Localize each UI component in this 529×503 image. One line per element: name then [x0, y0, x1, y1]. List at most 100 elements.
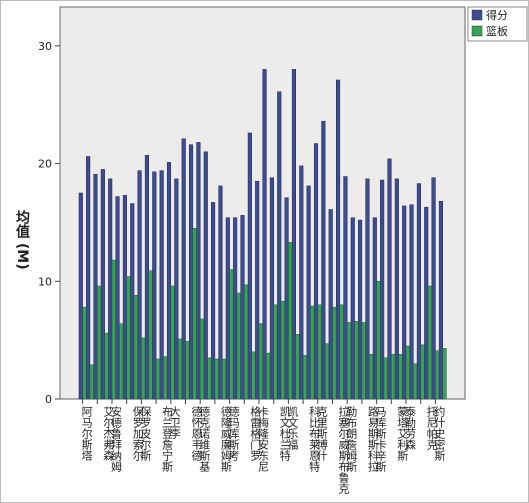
bar	[310, 305, 315, 400]
y-tick-label: 30	[38, 40, 52, 53]
bar	[185, 341, 190, 400]
bar	[358, 219, 363, 400]
bar	[431, 177, 436, 400]
legend-label: 得分	[486, 9, 508, 22]
bar	[236, 292, 241, 400]
bar	[244, 284, 249, 400]
bar	[258, 323, 263, 400]
bar	[317, 304, 322, 400]
bar	[339, 304, 344, 400]
bar	[413, 363, 418, 400]
bar	[416, 183, 421, 400]
bar	[207, 357, 212, 400]
x-tick-label: 德玛库斯考	[227, 405, 240, 462]
bar	[166, 162, 172, 400]
bar	[402, 205, 407, 400]
bar	[427, 285, 432, 400]
bar	[280, 301, 285, 400]
bar	[405, 345, 410, 400]
bar	[192, 228, 197, 400]
bar	[133, 295, 138, 400]
bar	[324, 343, 329, 400]
bar	[269, 177, 274, 400]
bar	[383, 357, 388, 400]
bar	[152, 171, 157, 400]
x-tick-label: 布兰登詹宁斯	[161, 406, 174, 473]
bar	[380, 179, 385, 400]
legend-swatch	[471, 25, 483, 37]
bar	[130, 203, 135, 400]
x-tick-label: 泰勒劳森	[404, 405, 417, 451]
bar	[115, 196, 120, 400]
bar	[148, 270, 153, 400]
bar	[159, 170, 164, 400]
x-tick-label: 托尼帕克	[425, 405, 438, 450]
bar	[442, 348, 447, 400]
bar	[299, 165, 304, 400]
bar	[104, 332, 109, 400]
bar	[89, 364, 94, 400]
bar	[394, 178, 399, 400]
bar	[336, 79, 341, 400]
bar	[177, 338, 182, 400]
x-tick-label: 凯文乐福	[286, 406, 299, 451]
x-tick-label: 德怀恩韦德	[190, 405, 203, 462]
bar	[137, 170, 142, 400]
bar	[122, 195, 127, 400]
bar	[328, 209, 333, 400]
bar	[262, 69, 267, 400]
bar	[78, 192, 83, 400]
bar	[409, 204, 414, 400]
bar	[82, 306, 87, 400]
bar	[174, 178, 179, 400]
bar	[119, 323, 124, 400]
bar	[170, 285, 175, 400]
x-tick-label: 德隆威廉姆斯	[219, 405, 232, 473]
bar	[420, 344, 425, 400]
y-tick-label: 10	[38, 275, 52, 288]
x-tick-label: 勒布朗詹姆斯	[345, 406, 358, 473]
y-axis-label: 均值 (M)	[14, 209, 30, 269]
bar	[398, 354, 403, 400]
bar	[376, 281, 381, 400]
x-tick-label: 约什史密斯	[433, 406, 446, 462]
bar	[266, 352, 271, 400]
bar	[203, 151, 208, 400]
bar	[199, 318, 205, 400]
x-tick-label: 保罗皮尔斯	[139, 405, 152, 462]
bar	[306, 185, 311, 400]
bar	[313, 143, 319, 400]
bar	[295, 334, 300, 400]
bar	[155, 358, 160, 400]
bar	[247, 132, 252, 400]
bar	[108, 178, 113, 400]
bar	[391, 354, 396, 400]
bar	[284, 197, 289, 400]
bar	[387, 158, 392, 400]
bar	[218, 185, 223, 400]
bar	[438, 200, 443, 400]
bar	[196, 142, 201, 400]
x-tick-label: 安德鲁拜纳姆	[110, 405, 123, 473]
bar	[97, 285, 102, 400]
bar	[277, 91, 282, 400]
bar	[214, 358, 219, 400]
bar	[372, 217, 377, 400]
bar	[189, 144, 194, 400]
bar	[321, 120, 326, 400]
bar	[350, 217, 355, 400]
bar	[346, 322, 352, 400]
bar	[251, 351, 256, 400]
x-tick-label: 保罗加索尔	[131, 405, 144, 461]
bar	[424, 206, 429, 400]
bar	[288, 242, 293, 400]
x-tick-label: 路易斯斯科拉	[366, 406, 379, 473]
x-tick-label: 克里斯博什	[315, 406, 328, 462]
bar	[369, 354, 374, 400]
bar	[361, 322, 366, 400]
x-tick-label: 德克诺维斯基	[198, 405, 211, 472]
bar	[233, 217, 238, 400]
legend-swatch	[471, 9, 483, 21]
bar	[273, 304, 278, 400]
